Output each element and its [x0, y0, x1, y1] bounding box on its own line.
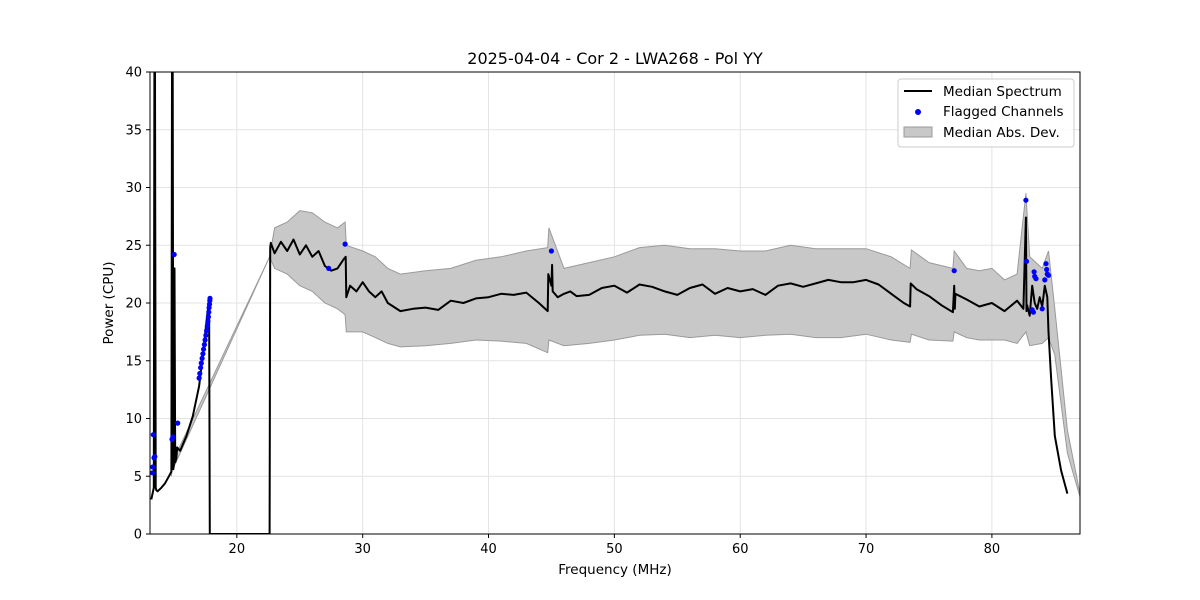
flagged-channel-point: [150, 432, 156, 438]
flagged-channel-point: [204, 328, 210, 334]
legend-flagged-swatch: [915, 109, 921, 115]
x-tick-label: 40: [480, 542, 497, 557]
y-tick-label: 35: [125, 123, 142, 138]
flagged-channel-point: [205, 314, 211, 320]
y-tick-label: 40: [125, 66, 142, 81]
median-spectrum-line: [150, 72, 1069, 534]
flagged-channel-point: [175, 420, 181, 426]
flagged-channel-point: [951, 268, 957, 274]
flagged-channel-point: [199, 355, 205, 361]
flagged-channel-point: [1023, 197, 1029, 203]
flagged-channel-point: [170, 434, 176, 440]
flagged-channel-point: [207, 295, 213, 301]
legend-mad-label: Median Abs. Dev.: [943, 125, 1060, 141]
flagged-channel-point: [197, 370, 203, 377]
legend-median-label: Median Spectrum: [943, 84, 1062, 100]
legend-flagged-label: Flagged Channels: [943, 104, 1064, 120]
y-tick-label: 5: [134, 470, 142, 485]
y-tick-label: 15: [125, 354, 142, 369]
x-tick-label: 50: [606, 542, 623, 557]
flagged-channel-point: [201, 342, 207, 348]
x-axis-label: Frequency (MHz): [558, 562, 671, 578]
x-tick-label: 20: [229, 542, 246, 557]
x-tick-label: 60: [732, 542, 749, 557]
legend-mad-swatch: [903, 126, 933, 138]
x-tick-label: 80: [984, 542, 1001, 557]
legend-box: [897, 78, 1075, 148]
y-tick-label: 30: [125, 181, 142, 196]
flagged-channel-point: [150, 470, 156, 476]
x-tick-label: 30: [354, 542, 371, 557]
legend: Median Spectrum Flagged Channels Median …: [897, 78, 1075, 148]
flagged-channel-point: [326, 265, 332, 271]
y-axis-label: Power (CPU): [101, 261, 117, 344]
flagged-channel-point: [205, 318, 211, 325]
flagged-channels: [150, 197, 1052, 476]
flagged-channel-point: [200, 351, 206, 357]
y-tick-label: 0: [134, 528, 142, 543]
x-axis-ticks: 20 30 40 50 60 70 80: [229, 534, 1001, 557]
flagged-channel-point: [1042, 277, 1048, 283]
flagged-channel-point: [1039, 306, 1045, 312]
flagged-channel-point: [198, 360, 204, 366]
flagged-channel-point: [1023, 258, 1030, 264]
flagged-channel-point: [202, 337, 208, 343]
flagged-channel-point: [196, 375, 202, 381]
x-tick-label: 70: [858, 542, 875, 557]
flagged-channel-point: [203, 332, 209, 338]
flagged-channel-point: [1043, 261, 1049, 267]
flagged-channel-point: [198, 365, 204, 371]
flagged-channel-point: [1045, 272, 1052, 278]
plot-area: [150, 72, 1080, 534]
mad-band: [170, 123, 1080, 498]
y-tick-label: 20: [125, 297, 142, 312]
y-axis-ticks: 0 5 10 15 20 25 30 35 40: [125, 66, 150, 543]
flagged-channel-point: [1033, 276, 1039, 282]
flagged-channel-point: [1030, 309, 1036, 315]
flagged-channel-point: [206, 309, 212, 315]
y-tick-label: 10: [125, 412, 142, 427]
flagged-channel-point: [548, 248, 555, 254]
y-tick-label: 25: [125, 239, 142, 254]
flagged-channel-point: [171, 251, 177, 258]
chart-title: 2025-04-04 - Cor 2 - LWA268 - Pol YY: [467, 49, 763, 68]
flagged-channel-point: [1031, 269, 1037, 275]
flagged-channel-point: [152, 454, 158, 460]
flagged-channel-point: [201, 346, 207, 352]
flagged-channel-point: [1044, 266, 1050, 273]
flagged-channel-point: [150, 464, 156, 470]
flagged-channel-point: [204, 323, 210, 329]
flagged-channel-point: [342, 241, 348, 247]
